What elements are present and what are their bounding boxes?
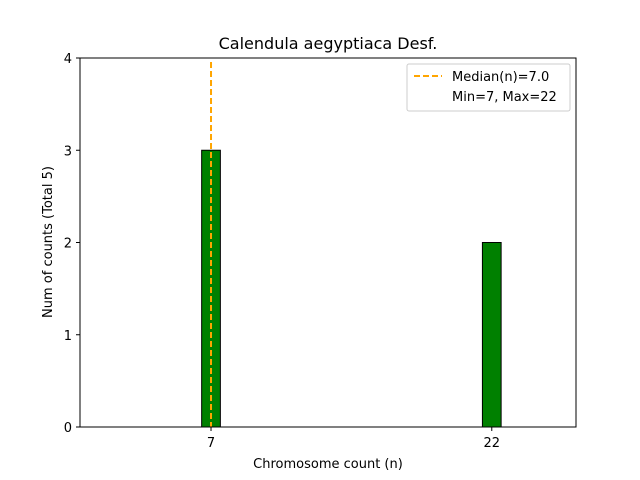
y-tick-label-0: 0 (64, 421, 72, 436)
legend-box (406, 63, 571, 112)
y-tick-label-2: 2 (64, 237, 72, 252)
bar-22 (481, 242, 502, 428)
chart-title: Calendula aegyptiaca Desf. (219, 34, 438, 53)
x-axis-label: Chromosome count (n) (253, 457, 403, 472)
y-axis-label: Num of counts (Total 5) (41, 166, 56, 318)
legend: Median(n)=7.0 Min=7, Max=22 (406, 63, 571, 112)
bars-layer (201, 149, 502, 428)
legend-median-label: Median(n)=7.0 (452, 70, 549, 85)
y-tick-label-4: 4 (64, 52, 72, 67)
legend-minmax-label: Min=7, Max=22 (452, 90, 557, 105)
x-tick-label-7: 7 (207, 436, 215, 451)
y-tick-label-3: 3 (64, 144, 72, 159)
y-tick-label-1: 1 (64, 329, 72, 344)
y-axis-ticks: 0 1 2 3 4 (64, 52, 80, 436)
x-axis-ticks: 7 22 (207, 427, 500, 451)
x-tick-label-22: 22 (484, 436, 501, 451)
